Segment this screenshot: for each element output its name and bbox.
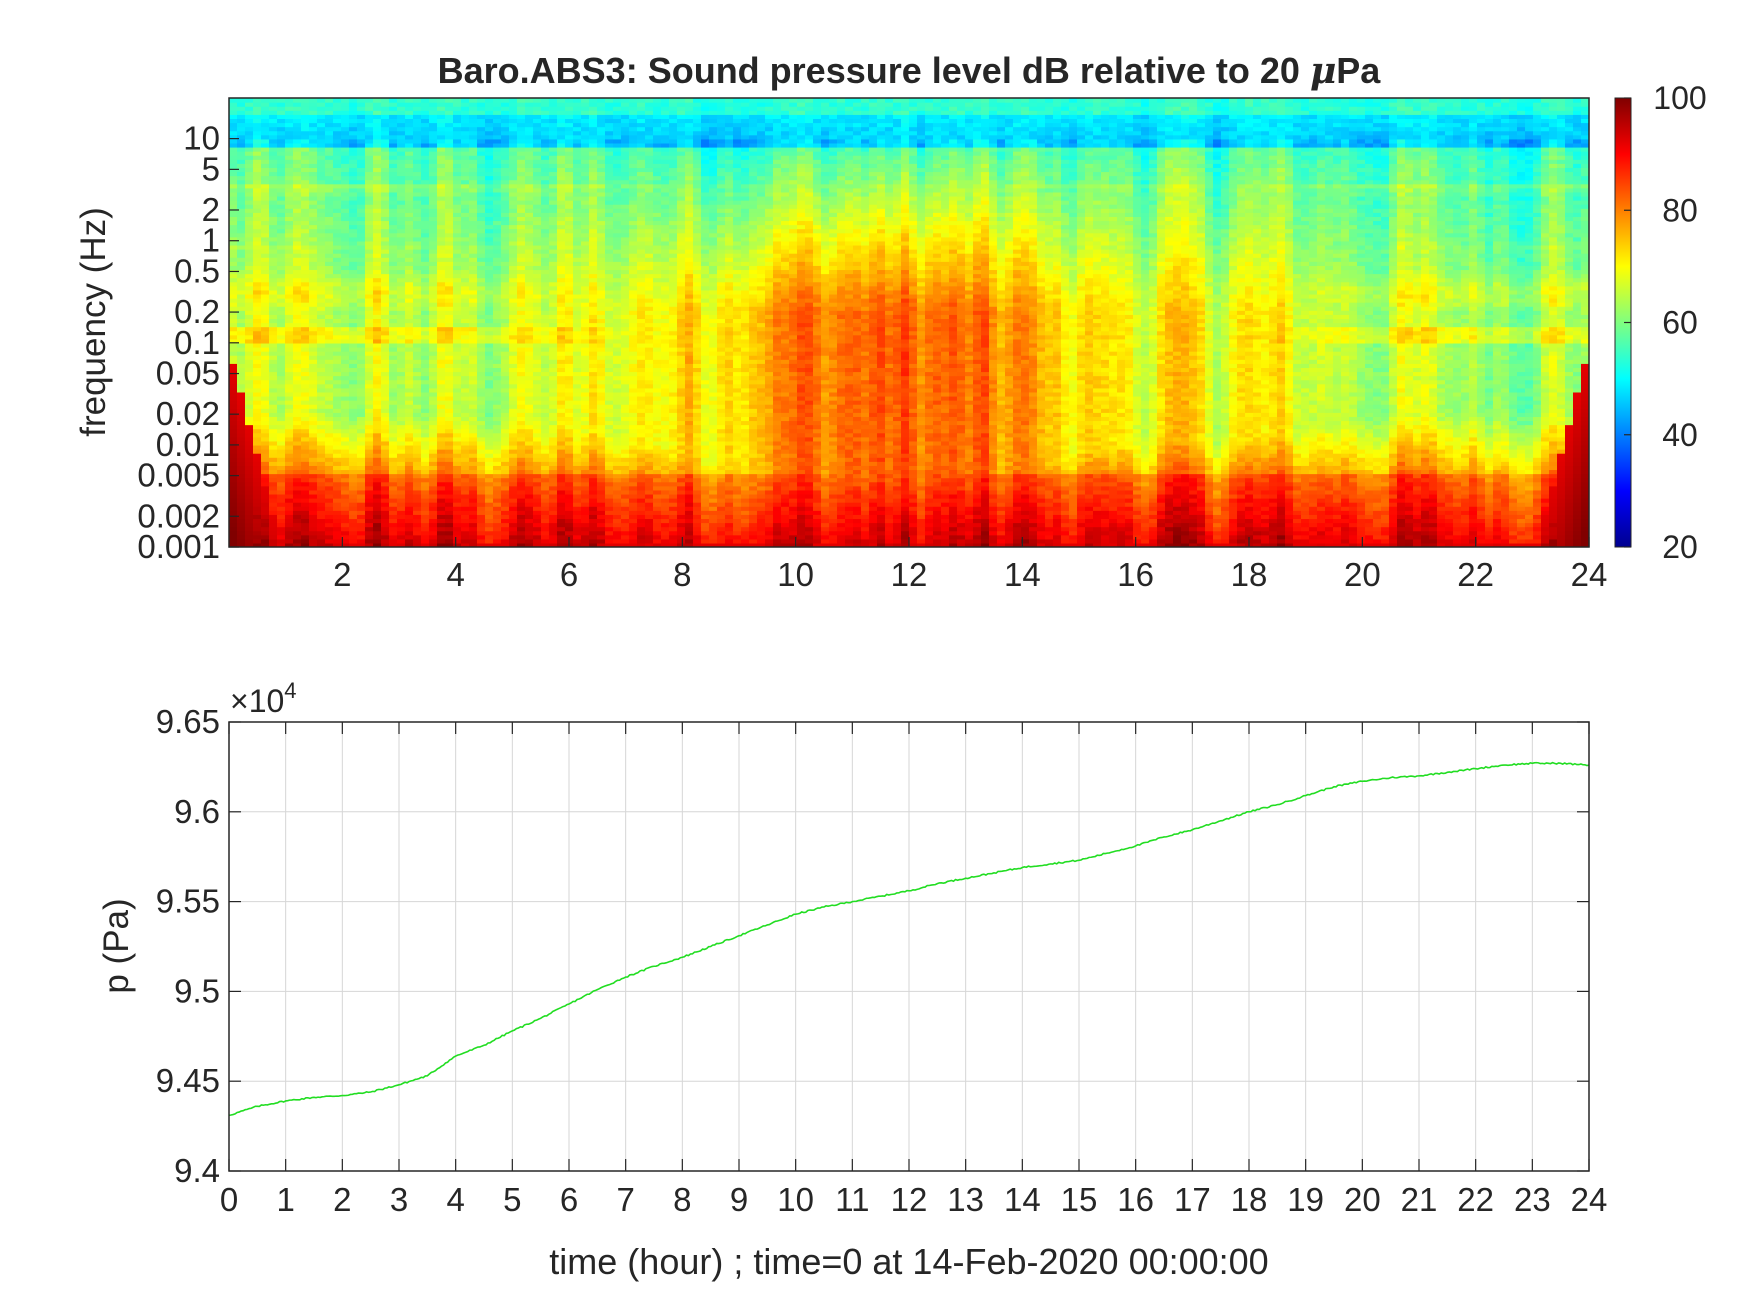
spectrogram-y-tick-label: 0.02 — [156, 395, 220, 432]
colorbar-tick-label: 40 — [1662, 417, 1698, 453]
spectrogram-x-tick-label: 16 — [1117, 556, 1154, 593]
pressure-x-tick-label: 17 — [1174, 1181, 1211, 1218]
colorbar-tick-label: 20 — [1662, 529, 1698, 565]
pressure-x-tick-label: 7 — [616, 1181, 634, 1218]
spectrogram-x-tick-label: 20 — [1344, 556, 1381, 593]
pressure-x-tick-label: 22 — [1457, 1181, 1494, 1218]
pressure-x-tick-label: 10 — [777, 1181, 814, 1218]
pressure-x-tick-label: 5 — [503, 1181, 521, 1218]
spectrogram-x-tick-label: 8 — [673, 556, 691, 593]
spectrogram-image — [229, 98, 1590, 548]
spectrogram-x-tick-label: 14 — [1004, 556, 1041, 593]
spectrogram-panel: Baro.ABS3: Sound pressure level dB relat… — [74, 50, 1607, 593]
pressure-x-tick-label: 4 — [446, 1181, 464, 1218]
spectrogram-y-ticks: 0.0010.0020.0050.010.020.050.10.20.51251… — [137, 120, 239, 565]
spectrogram-y-tick-label: 2 — [202, 191, 220, 228]
pressure-x-tick-label: 18 — [1231, 1181, 1268, 1218]
pressure-x-label: time (hour) ; time=0 at 14-Feb-2020 00:0… — [549, 1241, 1268, 1282]
pressure-x-tick-label: 11 — [835, 1181, 869, 1218]
pressure-y-label: p (Pa) — [97, 898, 136, 993]
colorbar-ticks: 20 40 60 80 100 — [1624, 80, 1707, 565]
pressure-x-tick-label: 6 — [560, 1181, 578, 1218]
spectrogram-y-label: frequency (Hz) — [74, 207, 113, 437]
pressure-panel: 0 1 2 3 4 5 6 7 8 9 10 11 12 13 14 15 16 17 18 19 20 21 22 23 24… — [97, 678, 1607, 1282]
pressure-y-tick-label: 9.55 — [156, 883, 220, 920]
pressure-x-tick-label: 14 — [1004, 1181, 1041, 1218]
spectrogram-y-tick-label: 10 — [183, 120, 220, 157]
pressure-y-tick-label: 9.45 — [156, 1062, 220, 1099]
pressure-y-tick-label: 9.6 — [174, 793, 220, 830]
pressure-x-tick-label: 8 — [673, 1181, 691, 1218]
pressure-exponent-label: ×104 — [230, 678, 297, 719]
colorbar: 20 40 60 80 100 — [1615, 80, 1707, 565]
pressure-x-tick-label: 16 — [1117, 1181, 1154, 1218]
pressure-x-tick-label: 15 — [1061, 1181, 1098, 1218]
pressure-x-tick-label: 2 — [333, 1181, 351, 1218]
pressure-y-tick-label: 9.65 — [156, 703, 220, 740]
pressure-y-tick-label: 9.4 — [174, 1152, 220, 1189]
pressure-x-tick-label: 24 — [1571, 1181, 1608, 1218]
pressure-x-tick-label: 1 — [276, 1181, 294, 1218]
pressure-x-tick-label: 19 — [1287, 1181, 1324, 1218]
spectrogram-y-tick-label: 0.002 — [137, 497, 220, 534]
spectrogram-x-tick-label: 12 — [891, 556, 928, 593]
pressure-x-tick-label: 0 — [220, 1181, 238, 1218]
colorbar-tick-label: 80 — [1662, 192, 1698, 228]
pressure-x-tick-label: 23 — [1514, 1181, 1551, 1218]
spectrogram-x-tick-label: 2 — [333, 556, 351, 593]
spectrogram-x-tick-label: 4 — [446, 556, 464, 593]
pressure-x-tick-label: 21 — [1401, 1181, 1438, 1218]
pressure-y-tick-label: 9.5 — [174, 972, 220, 1009]
pressure-x-tick-label: 9 — [730, 1181, 748, 1218]
spectrogram-title: Baro.ABS3: Sound pressure level dB relat… — [438, 50, 1382, 92]
spectrogram-x-tick-label: 18 — [1231, 556, 1268, 593]
spectrogram-x-tick-label: 24 — [1571, 556, 1608, 593]
colorbar-tick-label: 60 — [1662, 305, 1698, 341]
pressure-x-tick-label: 3 — [390, 1181, 408, 1218]
spectrogram-x-tick-label: 6 — [560, 556, 578, 593]
pressure-x-tick-label: 13 — [947, 1181, 984, 1218]
spectrogram-x-tick-label: 22 — [1457, 556, 1494, 593]
pressure-x-tick-label: 20 — [1344, 1181, 1381, 1218]
colorbar-tick-label: 100 — [1653, 80, 1706, 116]
pressure-x-tick-label: 12 — [891, 1181, 928, 1218]
spectrogram-x-tick-label: 10 — [777, 556, 814, 593]
spectrogram-y-tick-label: 0.2 — [174, 293, 220, 330]
